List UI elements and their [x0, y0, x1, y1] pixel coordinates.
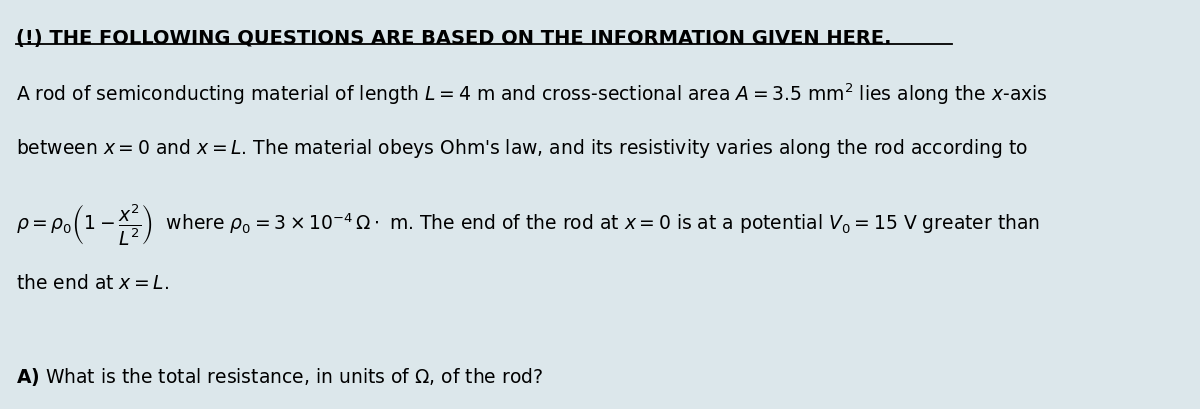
Text: the end at $x = L$.: the end at $x = L$. — [16, 274, 169, 293]
Text: $\rho = \rho_0 \left( 1 - \dfrac{x^2}{L^2} \right)$  where $\rho_0 = 3 \times 10: $\rho = \rho_0 \left( 1 - \dfrac{x^2}{L^… — [16, 202, 1039, 247]
Text: A rod of semiconducting material of length $L = 4$ m and cross-sectional area $A: A rod of semiconducting material of leng… — [16, 82, 1048, 107]
Text: between $x = 0$ and $x = L$. The material obeys Ohm's law, and its resistivity v: between $x = 0$ and $x = L$. The materia… — [16, 137, 1027, 160]
Text: $\mathbf{A)}$ What is the total resistance, in units of $\Omega$, of the rod?: $\mathbf{A)}$ What is the total resistan… — [16, 366, 542, 388]
Text: (!) THE FOLLOWING QUESTIONS ARE BASED ON THE INFORMATION GIVEN HERE.: (!) THE FOLLOWING QUESTIONS ARE BASED ON… — [16, 29, 892, 47]
